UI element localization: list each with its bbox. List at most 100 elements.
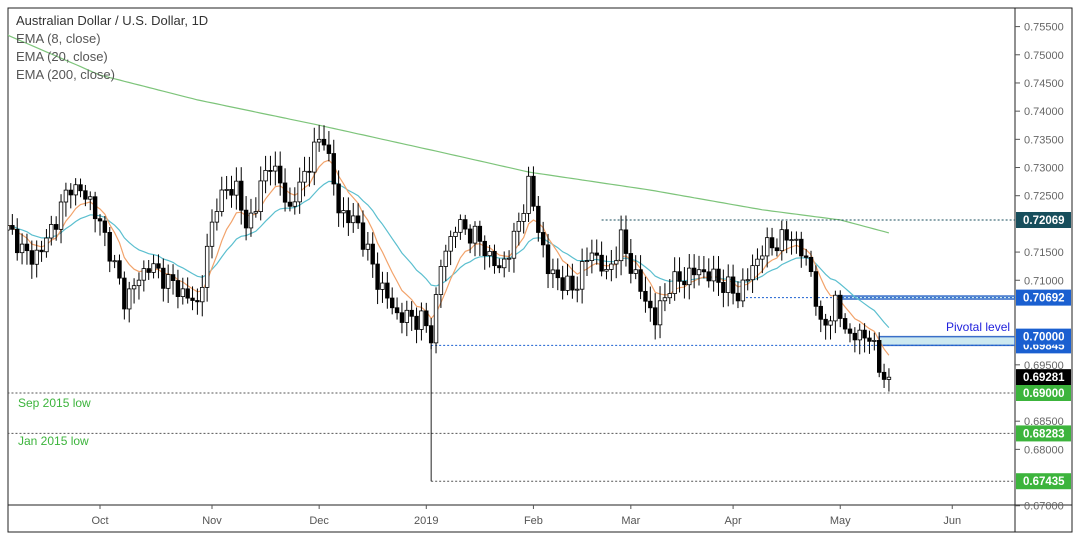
candle[interactable]	[774, 238, 780, 257]
candle[interactable]	[88, 191, 93, 211]
candle[interactable]	[506, 250, 512, 272]
candle[interactable]	[784, 221, 789, 254]
candle[interactable]	[44, 229, 49, 258]
candle[interactable]	[273, 151, 278, 186]
candle[interactable]	[609, 249, 614, 282]
candle[interactable]	[131, 278, 137, 304]
candle[interactable]	[740, 268, 746, 308]
candle[interactable]	[389, 287, 395, 315]
candle[interactable]	[726, 264, 731, 307]
candle[interactable]	[141, 260, 147, 292]
candle[interactable]	[735, 281, 741, 309]
candle[interactable]	[78, 178, 83, 198]
candle[interactable]	[760, 245, 765, 274]
candle[interactable]	[331, 139, 336, 196]
candle[interactable]	[604, 255, 609, 280]
candle[interactable]	[219, 176, 224, 217]
candle[interactable]	[34, 240, 39, 278]
candle[interactable]	[638, 255, 643, 300]
candle[interactable]	[239, 167, 244, 225]
candle[interactable]	[516, 212, 522, 246]
candle[interactable]	[248, 198, 254, 237]
candle[interactable]	[701, 256, 707, 279]
candle[interactable]	[297, 167, 302, 214]
candle[interactable]	[497, 258, 502, 274]
candle[interactable]	[633, 255, 638, 280]
candle[interactable]	[282, 168, 288, 212]
candle[interactable]	[648, 286, 653, 322]
legend-ema20[interactable]: EMA (20, close)	[16, 49, 108, 64]
candle[interactable]	[867, 330, 872, 354]
candle[interactable]	[10, 214, 15, 235]
candle[interactable]	[881, 363, 887, 388]
candle[interactable]	[190, 286, 195, 311]
candle[interactable]	[662, 283, 668, 312]
candle[interactable]	[229, 175, 234, 208]
candle[interactable]	[195, 288, 200, 315]
candle[interactable]	[477, 220, 483, 256]
candle[interactable]	[769, 227, 775, 256]
candle[interactable]	[341, 197, 346, 228]
candle[interactable]	[102, 216, 108, 247]
candle[interactable]	[404, 300, 410, 337]
candle[interactable]	[24, 233, 30, 265]
candle[interactable]	[127, 281, 132, 323]
candle[interactable]	[360, 210, 366, 257]
candle[interactable]	[92, 191, 98, 233]
candle[interactable]	[711, 255, 716, 292]
candle[interactable]	[292, 187, 297, 215]
candle[interactable]	[492, 244, 497, 274]
candle[interactable]	[623, 215, 629, 267]
candle[interactable]	[779, 220, 784, 261]
candle[interactable]	[584, 247, 590, 276]
candle[interactable]	[380, 271, 385, 303]
candle[interactable]	[19, 233, 25, 265]
candle[interactable]	[351, 202, 356, 233]
candle[interactable]	[204, 233, 210, 302]
candle[interactable]	[346, 197, 351, 236]
candle[interactable]	[745, 268, 750, 291]
candle[interactable]	[277, 151, 283, 196]
candle[interactable]	[799, 231, 804, 268]
candle[interactable]	[463, 214, 468, 235]
candle[interactable]	[847, 323, 853, 343]
candle[interactable]	[487, 244, 492, 268]
candle[interactable]	[209, 209, 215, 259]
candle[interactable]	[112, 254, 117, 269]
candle[interactable]	[6, 214, 10, 240]
candle[interactable]	[467, 224, 473, 254]
candle[interactable]	[862, 323, 867, 353]
candle[interactable]	[49, 215, 54, 246]
candle[interactable]	[789, 231, 794, 255]
candle[interactable]	[803, 248, 809, 266]
candle[interactable]	[175, 269, 181, 309]
candle[interactable]	[53, 216, 59, 241]
candle[interactable]	[355, 203, 361, 229]
candle[interactable]	[107, 227, 112, 273]
candle[interactable]	[764, 227, 770, 268]
candle[interactable]	[258, 166, 263, 221]
candle[interactable]	[531, 166, 536, 212]
candle[interactable]	[838, 290, 843, 328]
candle[interactable]	[794, 231, 799, 254]
candle[interactable]	[750, 254, 755, 294]
candle[interactable]	[326, 131, 332, 162]
candle[interactable]	[691, 254, 697, 289]
candle[interactable]	[63, 182, 69, 217]
candle[interactable]	[438, 259, 444, 308]
candle[interactable]	[224, 175, 229, 200]
candle[interactable]	[560, 265, 565, 300]
candle[interactable]	[721, 269, 726, 308]
candle[interactable]	[58, 194, 64, 244]
candle[interactable]	[857, 323, 862, 355]
level-zone[interactable]	[878, 335, 1015, 347]
candle[interactable]	[448, 230, 453, 266]
candle[interactable]	[618, 215, 624, 276]
candle[interactable]	[307, 156, 312, 187]
candle[interactable]	[39, 240, 44, 262]
candle[interactable]	[842, 313, 848, 334]
candle[interactable]	[555, 258, 560, 291]
candle[interactable]	[545, 233, 551, 289]
candle[interactable]	[385, 272, 390, 309]
candle[interactable]	[336, 170, 341, 227]
